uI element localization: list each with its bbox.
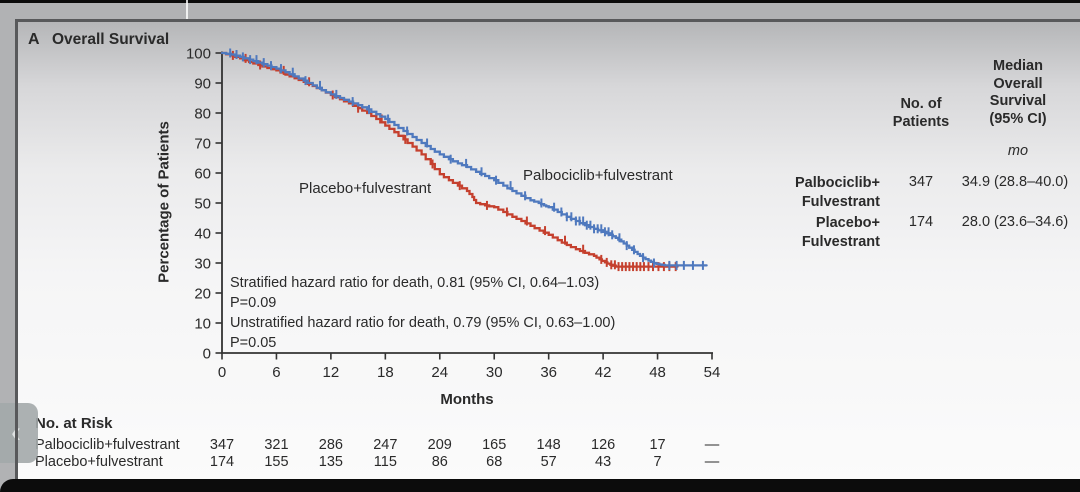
- risk-value: 148: [536, 437, 561, 453]
- summary-label-line: Fulvestrant: [801, 234, 880, 250]
- summary-header-line: No. of: [900, 96, 942, 112]
- risk-value: 165: [482, 437, 507, 453]
- x-tick-label: 12: [323, 364, 340, 381]
- summary-n-placebo: 174: [908, 214, 934, 230]
- annotation-stratified-hr: Stratified hazard ratio for death, 0.81 …: [230, 275, 600, 291]
- risk-value: 321: [264, 437, 289, 453]
- risk-value: 209: [427, 437, 452, 453]
- x-tick-label: 24: [431, 364, 448, 381]
- risk-value: 43: [595, 454, 612, 470]
- y-axis-title: Percentage of Patients: [155, 121, 173, 283]
- summary-header-line: Overall: [993, 75, 1043, 92]
- risk-row-label-placebo: Placebo+fulvestrant: [35, 454, 163, 470]
- summary-row-label-palbociclib: Palbociclib+ Fulvestrant: [770, 174, 880, 212]
- figure-title: Overall Survival: [52, 31, 170, 48]
- annotation-stratified-p: P=0.09: [230, 295, 277, 311]
- summary-label-line: Palbociclib+: [794, 175, 880, 191]
- risk-table-title: No. at Risk: [35, 415, 113, 432]
- summary-n-palbociclib: 347: [908, 174, 934, 190]
- risk-value: —: [704, 454, 720, 470]
- risk-value: 68: [486, 454, 503, 470]
- risk-row-label-palbociclib: Palbociclib+fulvestrant: [35, 437, 180, 453]
- tick-marks-and-labels: 0 10 20 30 40 50 60 70 80 90 100 0 6 12 18 24 30 36 42 48 54: [186, 46, 720, 382]
- risk-value: 135: [318, 454, 343, 470]
- annotation-unstratified-hr: Unstratified hazard ratio for death, 0.7…: [230, 315, 616, 331]
- km-curve-palbociclib: [220, 51, 708, 267]
- y-tick-label: 70: [194, 136, 211, 153]
- y-tick-label: 10: [194, 316, 211, 333]
- summary-header-median-os: Median Overall Survival (95% CI): [953, 58, 1080, 128]
- panel-border-segment: [15, 403, 18, 463]
- x-axis-title: Months: [440, 391, 494, 408]
- summary-header-line: Survival: [989, 93, 1047, 109]
- risk-value: 115: [373, 454, 397, 470]
- x-tick-label: 48: [649, 364, 666, 381]
- letterbox-bottom-bar: [0, 479, 1080, 492]
- y-tick-label: 60: [194, 166, 211, 183]
- x-tick-label: 54: [704, 364, 721, 381]
- x-tick-label: 0: [218, 364, 226, 381]
- summary-header-line: (95% CI): [989, 110, 1047, 127]
- progress-marker-line: [186, 0, 188, 19]
- summary-median-palbociclib: 34.9 (28.8–40.0): [961, 174, 1069, 190]
- y-tick-label: 80: [194, 106, 211, 123]
- summary-row-label-placebo: Placebo+ Fulvestrant: [770, 214, 880, 252]
- y-tick-label: 40: [194, 226, 211, 243]
- risk-value: 57: [540, 454, 557, 470]
- x-tick-label: 30: [486, 364, 503, 381]
- y-tick-label: 0: [203, 346, 211, 363]
- risk-value: 286: [318, 437, 343, 453]
- x-tick-label: 42: [595, 364, 612, 381]
- survival-curves: [220, 48, 708, 272]
- risk-value: 247: [373, 437, 398, 453]
- y-tick-label: 30: [194, 256, 211, 273]
- risk-value: 155: [264, 454, 289, 470]
- summary-label-line: Fulvestrant: [801, 194, 880, 210]
- risk-value: 7: [653, 454, 662, 470]
- curve-label-palbociclib: Palbociclib+fulvestrant: [523, 167, 673, 184]
- risk-value: 347: [209, 437, 235, 453]
- y-tick-label: 90: [194, 76, 211, 93]
- risk-value: 86: [431, 454, 448, 470]
- carousel-prev-button[interactable]: ‹: [0, 403, 38, 463]
- summary-median-placebo: 28.0 (23.6–34.6): [961, 214, 1069, 230]
- summary-header-line: Patients: [892, 113, 950, 130]
- summary-header-line: Median: [993, 58, 1043, 74]
- risk-value: —: [704, 437, 720, 453]
- risk-value: 174: [209, 454, 235, 470]
- figure-panel: [15, 19, 1080, 483]
- summary-unit-months: mo: [1007, 143, 1029, 159]
- curve-label-placebo: Placebo+fulvestrant: [299, 180, 432, 197]
- annotation-unstratified-p: P=0.05: [230, 335, 277, 351]
- y-tick-label: 50: [194, 196, 211, 213]
- x-tick-label: 6: [272, 364, 280, 381]
- letterbox-top-bar: [0, 0, 1080, 3]
- risk-value: 17: [649, 437, 666, 453]
- y-tick-label: 100: [186, 46, 211, 63]
- risk-value: 126: [591, 437, 616, 453]
- hazard-ratio-annotations: Stratified hazard ratio for death, 0.81 …: [230, 273, 615, 353]
- y-tick-label: 20: [194, 286, 211, 303]
- x-tick-label: 18: [377, 364, 394, 381]
- summary-header-no-of-patients: No. of Patients: [886, 96, 956, 131]
- x-tick-label: 36: [540, 364, 557, 381]
- panel-letter: A: [28, 31, 40, 48]
- summary-label-line: Placebo+: [815, 215, 880, 231]
